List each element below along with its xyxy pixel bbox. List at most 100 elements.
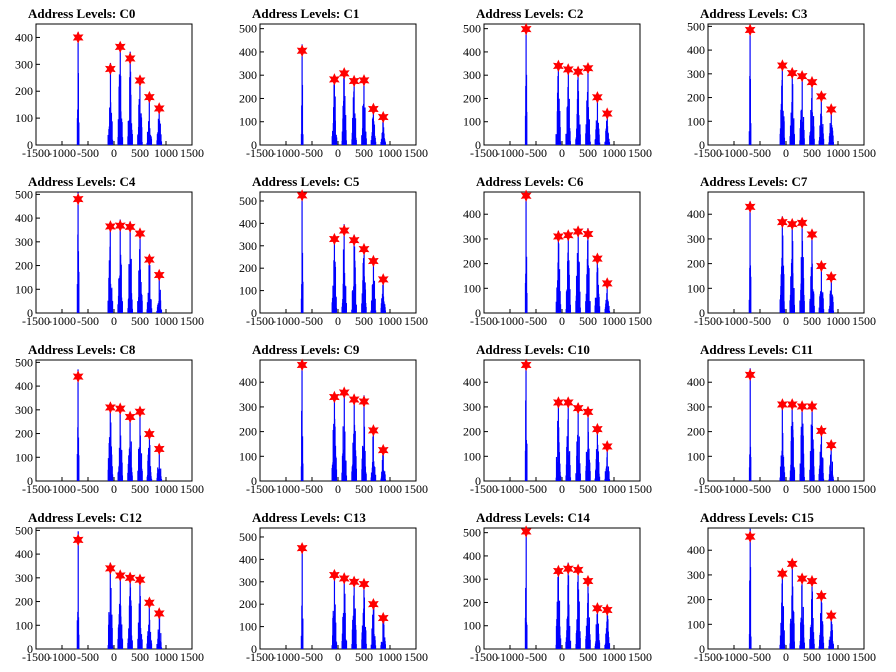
peak-marker <box>338 572 350 585</box>
peak-marker <box>591 91 603 104</box>
y-tick-label: 300 <box>239 400 257 414</box>
x-tick-label: 500 <box>355 482 373 496</box>
chart-title: Address Levels: C12 <box>28 510 142 525</box>
x-tick-label: 1500 <box>180 146 204 160</box>
plot-frame <box>35 23 193 146</box>
x-tick-label: 0 <box>783 314 789 328</box>
y-tick-label: 100 <box>15 450 33 464</box>
peak-marker <box>367 102 379 116</box>
x-tick-label: 1500 <box>852 650 876 664</box>
x-tick-label: -500 <box>525 482 547 496</box>
y-tick-label: 200 <box>687 91 705 105</box>
y-tick-label: 300 <box>463 232 481 246</box>
x-tick-label: 1500 <box>180 650 204 664</box>
chart-title: Address Levels: C3 <box>700 6 808 21</box>
y-tick-label: 400 <box>239 216 257 230</box>
x-tick-label: 1500 <box>404 146 428 160</box>
peak-marker <box>825 270 837 284</box>
y-tick-label: 400 <box>239 552 257 566</box>
peak-marker <box>143 90 155 104</box>
peak-marker <box>328 568 340 582</box>
peak-marker <box>591 422 603 436</box>
peak-marker <box>104 401 116 414</box>
y-tick-label: 300 <box>463 400 481 414</box>
peak-marker <box>825 103 837 116</box>
peak-marker <box>367 424 379 437</box>
y-tick-label: 400 <box>15 379 33 393</box>
y-tick-label: 500 <box>15 355 33 369</box>
y-tick-label: 0 <box>251 138 257 152</box>
peak-marker <box>796 216 808 230</box>
plot-frame <box>707 23 865 146</box>
peak-marker <box>562 63 574 76</box>
peak-marker <box>601 107 613 120</box>
peak-marker <box>377 443 389 457</box>
chart-svg-11: Address Levels: C11 -1500-1000 -500 0 500 100… <box>687 342 876 496</box>
y-tick-label: 500 <box>239 22 257 36</box>
y-tick-label: 400 <box>239 45 257 59</box>
x-tick-label: -500 <box>749 650 771 664</box>
x-tick-label: -1500 <box>246 482 274 496</box>
y-tick-label: 0 <box>27 642 33 656</box>
y-tick-label: 400 <box>463 45 481 59</box>
peak-marker <box>296 189 308 202</box>
peak-marker <box>796 69 808 83</box>
y-tick-label: 200 <box>15 259 33 273</box>
x-tick-label: -1000 <box>48 314 76 328</box>
peak-marker <box>815 424 827 438</box>
y-tick-label: 300 <box>687 232 705 246</box>
chart-panel-1: Address Levels: C1 -1500 -1000 -500 0 500 1000… <box>224 0 448 168</box>
x-tick-label: 500 <box>131 482 149 496</box>
peak-marker <box>114 219 126 232</box>
y-tick-label: 300 <box>15 403 33 417</box>
peak-marker <box>520 22 532 36</box>
peak-marker <box>72 192 84 206</box>
peak-marker <box>744 23 756 37</box>
peak-marker <box>806 574 818 588</box>
x-tick-label: 0 <box>783 482 789 496</box>
y-tick-label: 300 <box>15 571 33 585</box>
x-tick-label: -500 <box>77 650 99 664</box>
histogram-bars <box>300 361 386 481</box>
histogram-bars <box>748 25 834 145</box>
y-tick-label: 300 <box>687 568 705 582</box>
y-tick-label: 300 <box>239 68 257 82</box>
chart-title: Address Levels: C1 <box>252 6 359 21</box>
y-tick-label: 0 <box>251 306 257 320</box>
y-tick-label: 100 <box>463 619 481 633</box>
peak-marker <box>552 396 564 409</box>
histogram-bars <box>524 192 611 313</box>
y-tick-label: 400 <box>687 543 705 557</box>
chart-panel-2: Address Levels: C2 -1500 -1000 -500 0 500 1000… <box>448 0 672 168</box>
x-tick-label: -1500 <box>470 650 498 664</box>
y-tick-label: 200 <box>687 425 705 439</box>
y-tick-label: 400 <box>687 207 705 221</box>
y-tick-label: 100 <box>15 111 33 125</box>
peak-marker <box>552 59 564 73</box>
chart-title: Address Levels: C5 <box>252 174 360 189</box>
x-tick-label: -1000 <box>272 314 300 328</box>
peak-marker <box>591 252 603 265</box>
chart-title: Address Levels: C10 <box>476 342 590 357</box>
chart-panel-12: Address Levels: C12 -1500 -1000 -500 0 500 100… <box>0 504 224 672</box>
peak-marker <box>348 393 360 406</box>
x-tick-label: 1000 <box>154 650 178 664</box>
y-tick-label: 0 <box>475 306 481 320</box>
plot-frame <box>483 191 641 314</box>
chart-svg-3: Address Levels: C3-1500-1000 -500 0 500 1000… <box>687 6 876 160</box>
x-tick-label: 500 <box>803 650 821 664</box>
chart-panel-5: Address Levels: C5 -1500 -1000 -500 0 500 1000… <box>224 168 448 336</box>
y-tick-label: 100 <box>463 115 481 129</box>
y-tick-label: 100 <box>239 620 257 634</box>
peak-marker <box>815 589 827 603</box>
chart-title: Address Levels: C6 <box>476 174 584 189</box>
peak-marker <box>124 571 136 585</box>
histogram-bars <box>300 192 386 313</box>
peak-marker <box>520 189 532 202</box>
chart-svg-4: Address Levels: C4-1500-1000 -500 0 500 1000… <box>15 174 204 328</box>
peak-marker <box>338 224 350 237</box>
peak-marker <box>552 564 564 578</box>
x-tick-label: 0 <box>111 650 117 664</box>
x-tick-label: 0 <box>111 314 117 328</box>
x-tick-label: -1000 <box>720 314 748 328</box>
